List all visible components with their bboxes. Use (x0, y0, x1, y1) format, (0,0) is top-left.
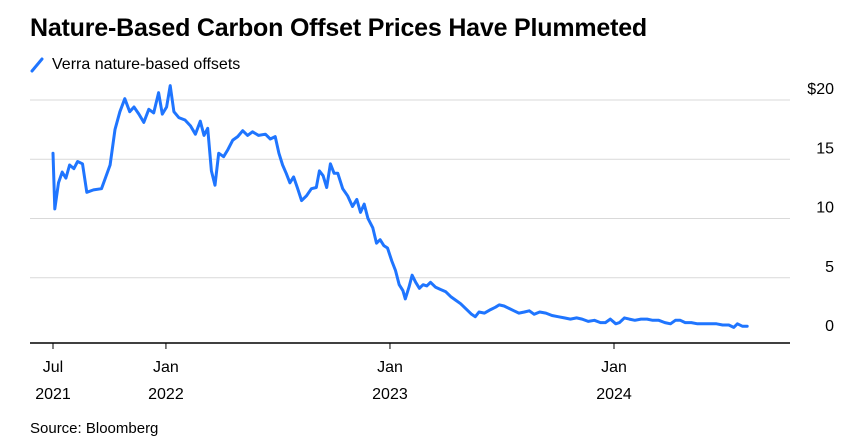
x-tick-year: 2024 (596, 386, 632, 403)
x-tick-year: 2023 (372, 386, 408, 403)
x-tick-month: Jan (153, 359, 179, 376)
y-axis: $20 15 10 5 0 (807, 81, 834, 335)
grid (30, 99, 790, 279)
source-note: Source: Bloomberg (30, 420, 159, 437)
x-tick-month: Jan (601, 359, 627, 376)
y-tick-label: 0 (825, 318, 834, 335)
x-tick-labels: Jul 2021 Jan 2022 Jan 2023 Jan 2024 (35, 343, 632, 403)
x-tick-year: 2022 (148, 386, 184, 403)
legend: Verra nature-based offsets (30, 56, 240, 74)
series (51, 84, 749, 329)
y-tick-label: 5 (825, 259, 834, 276)
series-line-0 (51, 84, 749, 329)
x-tick-year: 2021 (35, 386, 71, 403)
y-tick-label: 15 (816, 140, 834, 157)
y-tick-label: 10 (816, 200, 834, 217)
x-tick-month: Jan (377, 359, 403, 376)
legend-swatch-icon (30, 56, 44, 74)
y-tick-label: $20 (807, 81, 834, 98)
legend-label: Verra nature-based offsets (52, 56, 241, 73)
x-tick-month: Jul (43, 359, 63, 376)
chart-title: Nature-Based Carbon Offset Prices Have P… (30, 14, 647, 42)
